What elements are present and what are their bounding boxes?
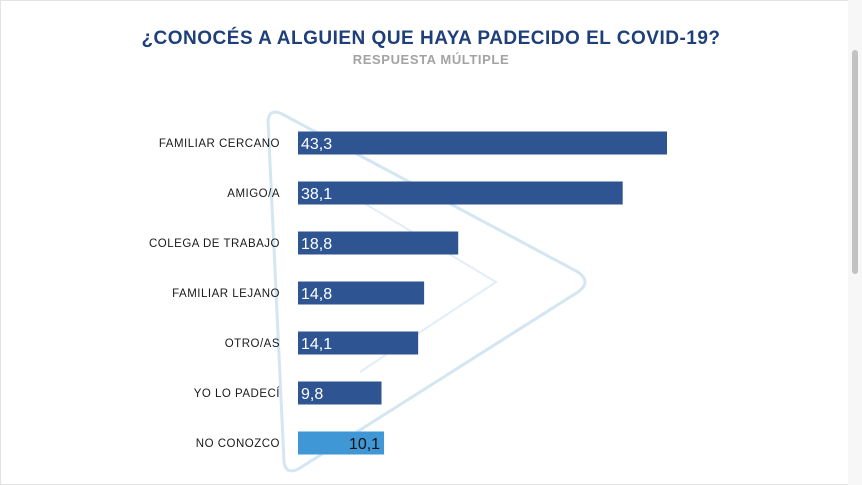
bar <box>298 331 419 355</box>
bar-value-label: 9,8 <box>301 386 323 403</box>
bar <box>298 281 425 305</box>
chart-subtitle: RESPUESTA MÚLTIPLE <box>352 52 510 67</box>
category-label: FAMILIAR LEJANO <box>172 288 280 300</box>
bar <box>298 231 459 255</box>
bar-value-label: 14,1 <box>301 336 332 353</box>
category-label: FAMILIAR CERCANO <box>159 138 280 150</box>
category-label: AMIGO/A <box>227 188 280 200</box>
watermark-triangle <box>266 110 587 473</box>
bar-value-label: 38,1 <box>301 186 332 203</box>
category-label: NO CONOZCO <box>196 438 280 450</box>
bar <box>298 431 385 455</box>
bar-value-label: 43,3 <box>301 136 332 153</box>
bar-value-label: 18,8 <box>301 236 332 253</box>
bar <box>298 131 667 155</box>
category-label: COLEGA DE TRABAJO <box>149 238 280 250</box>
scrollbar-thumb[interactable] <box>852 50 858 274</box>
bar-value-label: 14,8 <box>301 286 332 303</box>
category-label: OTRO/AS <box>225 338 280 350</box>
bar-value-label: 10,1 <box>349 436 380 453</box>
category-label: YO LO PADECÍ <box>194 387 281 400</box>
scrollbar[interactable] <box>848 0 862 485</box>
bar <box>298 381 382 405</box>
bar <box>298 181 623 205</box>
chart-title: ¿CONOCÉS A ALGUIEN QUE HAYA PADECIDO EL … <box>141 28 721 49</box>
